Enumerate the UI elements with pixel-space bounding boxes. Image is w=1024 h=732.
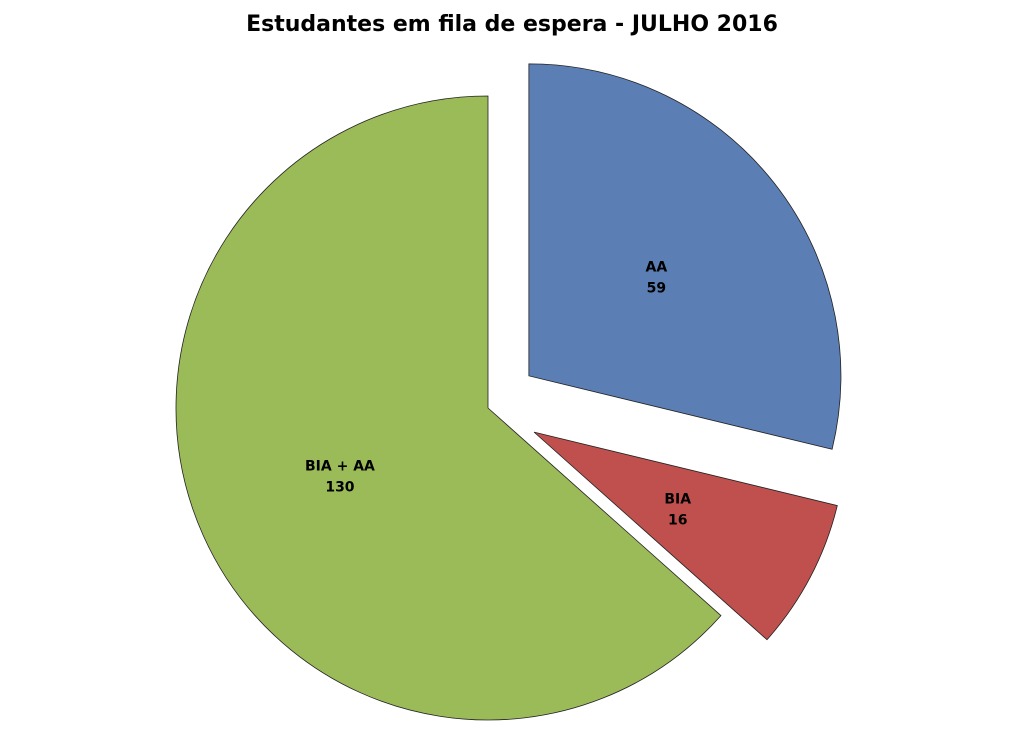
slice-value-label: 130 (325, 479, 354, 495)
slice-label: BIA (664, 491, 691, 507)
pie-slice-aa (528, 63, 842, 450)
pie-slice-bia (533, 431, 838, 641)
slice-label: BIA + AA (305, 458, 375, 474)
slice-value-label: 16 (668, 512, 687, 528)
slice-value-label: 59 (647, 281, 666, 297)
slice-label: AA (646, 260, 668, 276)
pie-slice-bia-aa (175, 95, 722, 721)
chart-title: Estudantes em fila de espera - JULHO 201… (246, 12, 778, 37)
